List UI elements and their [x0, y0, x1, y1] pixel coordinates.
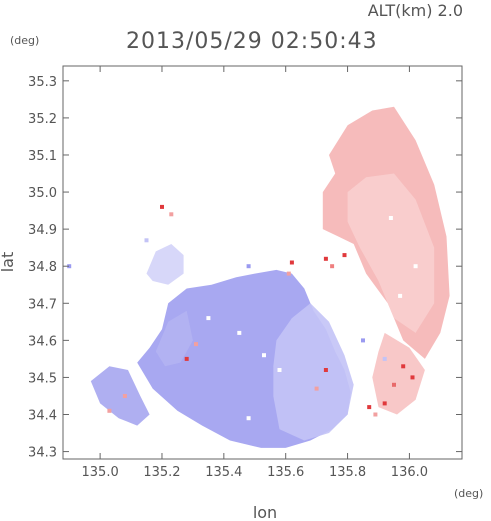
velocity-region-receding-south-east: [372, 332, 425, 415]
velocity-speckle-18: [122, 394, 127, 398]
y-unit-label: (deg): [10, 34, 39, 47]
velocity-speckle-8: [169, 212, 174, 217]
velocity-speckle-6: [194, 342, 198, 347]
y-tick-label-1: 34.4: [28, 409, 57, 424]
velocity-speckle-25: [388, 216, 393, 220]
velocity-speckle-0: [323, 256, 328, 261]
velocity-speckles: [67, 204, 418, 421]
y-tick-label-0: 34.3: [28, 446, 57, 461]
y-axis-title: lat: [0, 252, 17, 273]
y-tick-label-5: 34.8: [28, 260, 57, 275]
x-axis-title: lon: [253, 503, 277, 521]
velocity-speckle-2: [342, 253, 347, 258]
velocity-speckle-14: [373, 412, 378, 417]
velocity-speckle-31: [382, 356, 387, 361]
axes: [62, 65, 463, 460]
x-tick-label-2: 135.4: [205, 465, 242, 480]
velocity-region-approaching-north-patch: [146, 244, 184, 285]
velocity-field: [90, 106, 450, 448]
velocity-speckle-28: [144, 238, 149, 243]
velocity-speckle-10: [410, 375, 415, 380]
y-tick-label-7: 35.0: [28, 186, 57, 201]
altitude-label: ALT(km) 2.0: [368, 1, 463, 20]
y-tick-label-6: 34.9: [28, 223, 57, 238]
velocity-speckle-22: [206, 316, 211, 321]
velocity-speckle-21: [246, 416, 251, 421]
velocity-region-approaching-south-west: [90, 366, 150, 426]
velocity-speckle-26: [398, 293, 403, 298]
x-tick-label-4: 135.8: [329, 465, 366, 480]
chart-timestamp-title: 2013/05/29 02:50:43: [126, 29, 378, 54]
y-tick-label-8: 35.1: [28, 149, 57, 164]
velocity-region-receding-north-inner: [347, 173, 435, 333]
x-tick-label-5: 136.0: [391, 465, 428, 480]
velocity-speckle-1: [330, 264, 335, 269]
velocity-speckle-9: [401, 364, 406, 369]
x-unit-label: (deg): [454, 487, 483, 500]
velocity-speckle-12: [382, 401, 387, 406]
y-tick-label-9: 35.2: [28, 112, 57, 127]
velocity-speckle-20: [277, 368, 282, 372]
velocity-speckle-19: [262, 353, 266, 358]
x-tick-label-1: 135.2: [143, 465, 180, 480]
x-tick-label-0: 135.0: [82, 465, 119, 480]
velocity-region-approaching-west-island: [155, 310, 193, 367]
velocity-speckle-27: [67, 264, 72, 269]
velocity-speckle-11: [392, 382, 396, 387]
velocity-speckle-17: [107, 408, 112, 413]
velocity-speckle-15: [314, 386, 319, 391]
velocity-speckle-29: [246, 264, 251, 269]
y-tick-label-3: 34.6: [28, 334, 57, 349]
plot-frame: [62, 65, 463, 460]
velocity-speckle-7: [160, 204, 164, 209]
y-tick-label-10: 35.3: [28, 75, 57, 90]
y-tick-label-4: 34.7: [28, 297, 57, 312]
x-axis-ticks: 135.0 135.2 135.4 135.6 135.8 136.0: [82, 66, 428, 480]
velocity-speckle-16: [323, 368, 328, 372]
velocity-speckle-13: [367, 405, 372, 410]
y-axis-ticks: 34.3 34.4 34.5 34.6 34.7 34.8 34.9 35.0 35.1 35.2…: [28, 75, 462, 461]
velocity-speckle-30: [361, 338, 365, 343]
velocity-speckle-4: [286, 271, 291, 276]
velocity-speckle-5: [184, 356, 189, 361]
velocity-speckle-3: [289, 260, 294, 265]
velocity-region-approaching-east-light: [273, 303, 354, 441]
y-tick-label-2: 34.5: [28, 371, 57, 386]
x-tick-label-3: 135.6: [267, 465, 304, 480]
velocity-speckle-23: [237, 330, 242, 335]
velocity-speckle-24: [413, 264, 418, 269]
